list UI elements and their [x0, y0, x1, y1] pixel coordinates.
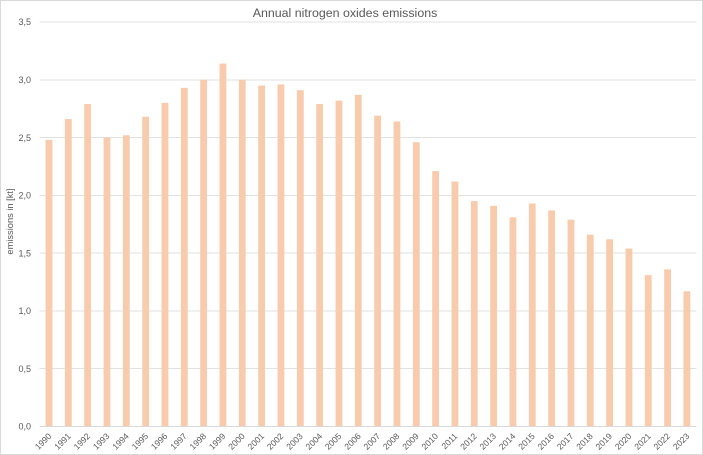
svg-text:1,5: 1,5 — [18, 248, 31, 258]
svg-text:3,5: 3,5 — [18, 17, 31, 27]
svg-text:Annual nitrogen oxides emissio: Annual nitrogen oxides emissions — [253, 6, 438, 20]
svg-text:2,0: 2,0 — [18, 191, 31, 201]
svg-text:3,0: 3,0 — [18, 75, 31, 85]
svg-text:2,5: 2,5 — [18, 133, 31, 143]
svg-text:0,0: 0,0 — [18, 422, 31, 432]
svg-text:emissions in [kt]: emissions in [kt] — [5, 188, 15, 254]
svg-text:0,5: 0,5 — [18, 364, 31, 374]
svg-text:1,0: 1,0 — [18, 306, 31, 316]
